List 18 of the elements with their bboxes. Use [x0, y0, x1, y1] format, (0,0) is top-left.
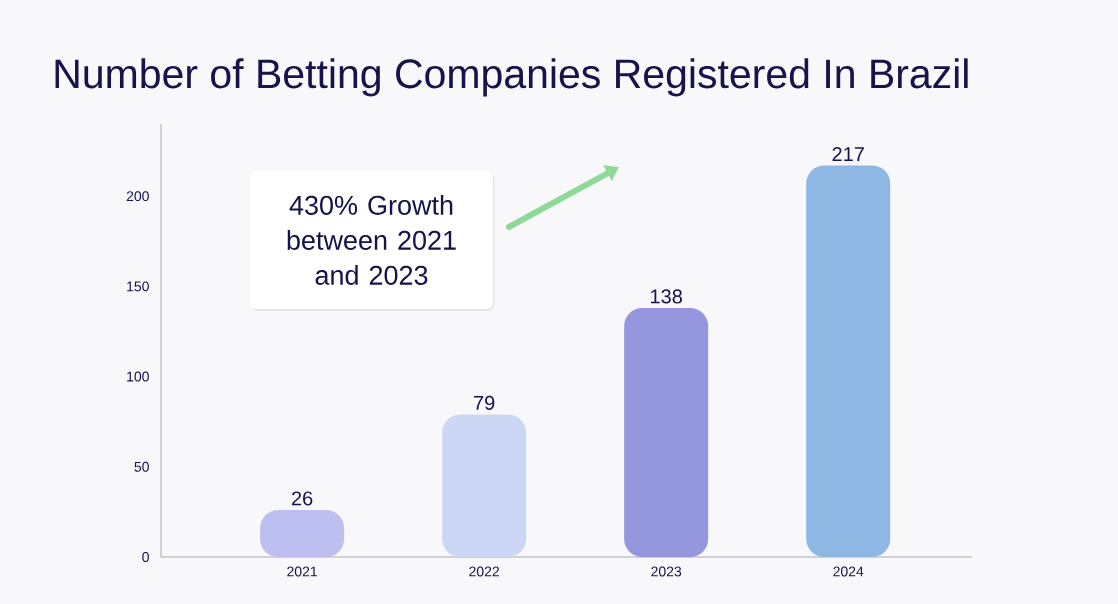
data-label: 138: [651, 289, 682, 304]
y-tick-label: 200: [126, 191, 149, 202]
y-tick-label: 50: [134, 461, 149, 472]
y-tick-label: 0: [142, 552, 149, 562]
x-tick-label: 2022: [469, 566, 499, 577]
data-label: 79: [474, 395, 495, 410]
data-label: 217: [832, 147, 864, 161]
annotation: 430% Growth between 2021 and 2023: [287, 195, 456, 285]
bar: [806, 165, 891, 557]
bar: [624, 308, 709, 557]
bar: [442, 414, 527, 557]
chart-title: Number of Betting Companies Registered In Brazil: [55, 58, 968, 97]
data-label: 26: [291, 491, 313, 506]
y-tick-label: 150: [127, 281, 149, 292]
y-tick-label: 100: [127, 371, 149, 382]
x-tick-label: 2021: [287, 566, 317, 577]
x-tick-label: 2023: [651, 566, 682, 577]
x-tick-label: 2024: [833, 566, 864, 577]
